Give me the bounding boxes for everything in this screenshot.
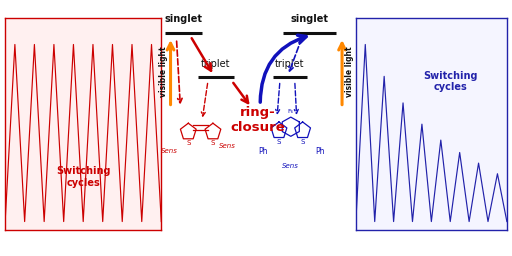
Text: Sens: Sens bbox=[282, 163, 299, 169]
Text: singlet: singlet bbox=[290, 14, 329, 24]
Text: S: S bbox=[277, 139, 281, 145]
Text: triplet: triplet bbox=[201, 59, 230, 69]
Text: visible light: visible light bbox=[159, 46, 167, 97]
Text: Sens: Sens bbox=[219, 143, 236, 149]
Text: Switching
cycles: Switching cycles bbox=[424, 71, 478, 92]
Text: S: S bbox=[186, 140, 190, 146]
Text: triplet: triplet bbox=[275, 59, 305, 69]
Text: F₆: F₆ bbox=[288, 109, 294, 114]
Text: Ph: Ph bbox=[259, 147, 268, 156]
Text: visible light: visible light bbox=[345, 46, 354, 97]
Text: ring-
closure: ring- closure bbox=[230, 106, 285, 134]
Text: singlet: singlet bbox=[164, 14, 202, 24]
Text: Sens: Sens bbox=[161, 148, 178, 154]
Text: S: S bbox=[211, 140, 215, 146]
Text: Ph: Ph bbox=[315, 147, 325, 156]
Text: Switching
cycles: Switching cycles bbox=[56, 166, 111, 188]
Text: S: S bbox=[301, 139, 305, 145]
